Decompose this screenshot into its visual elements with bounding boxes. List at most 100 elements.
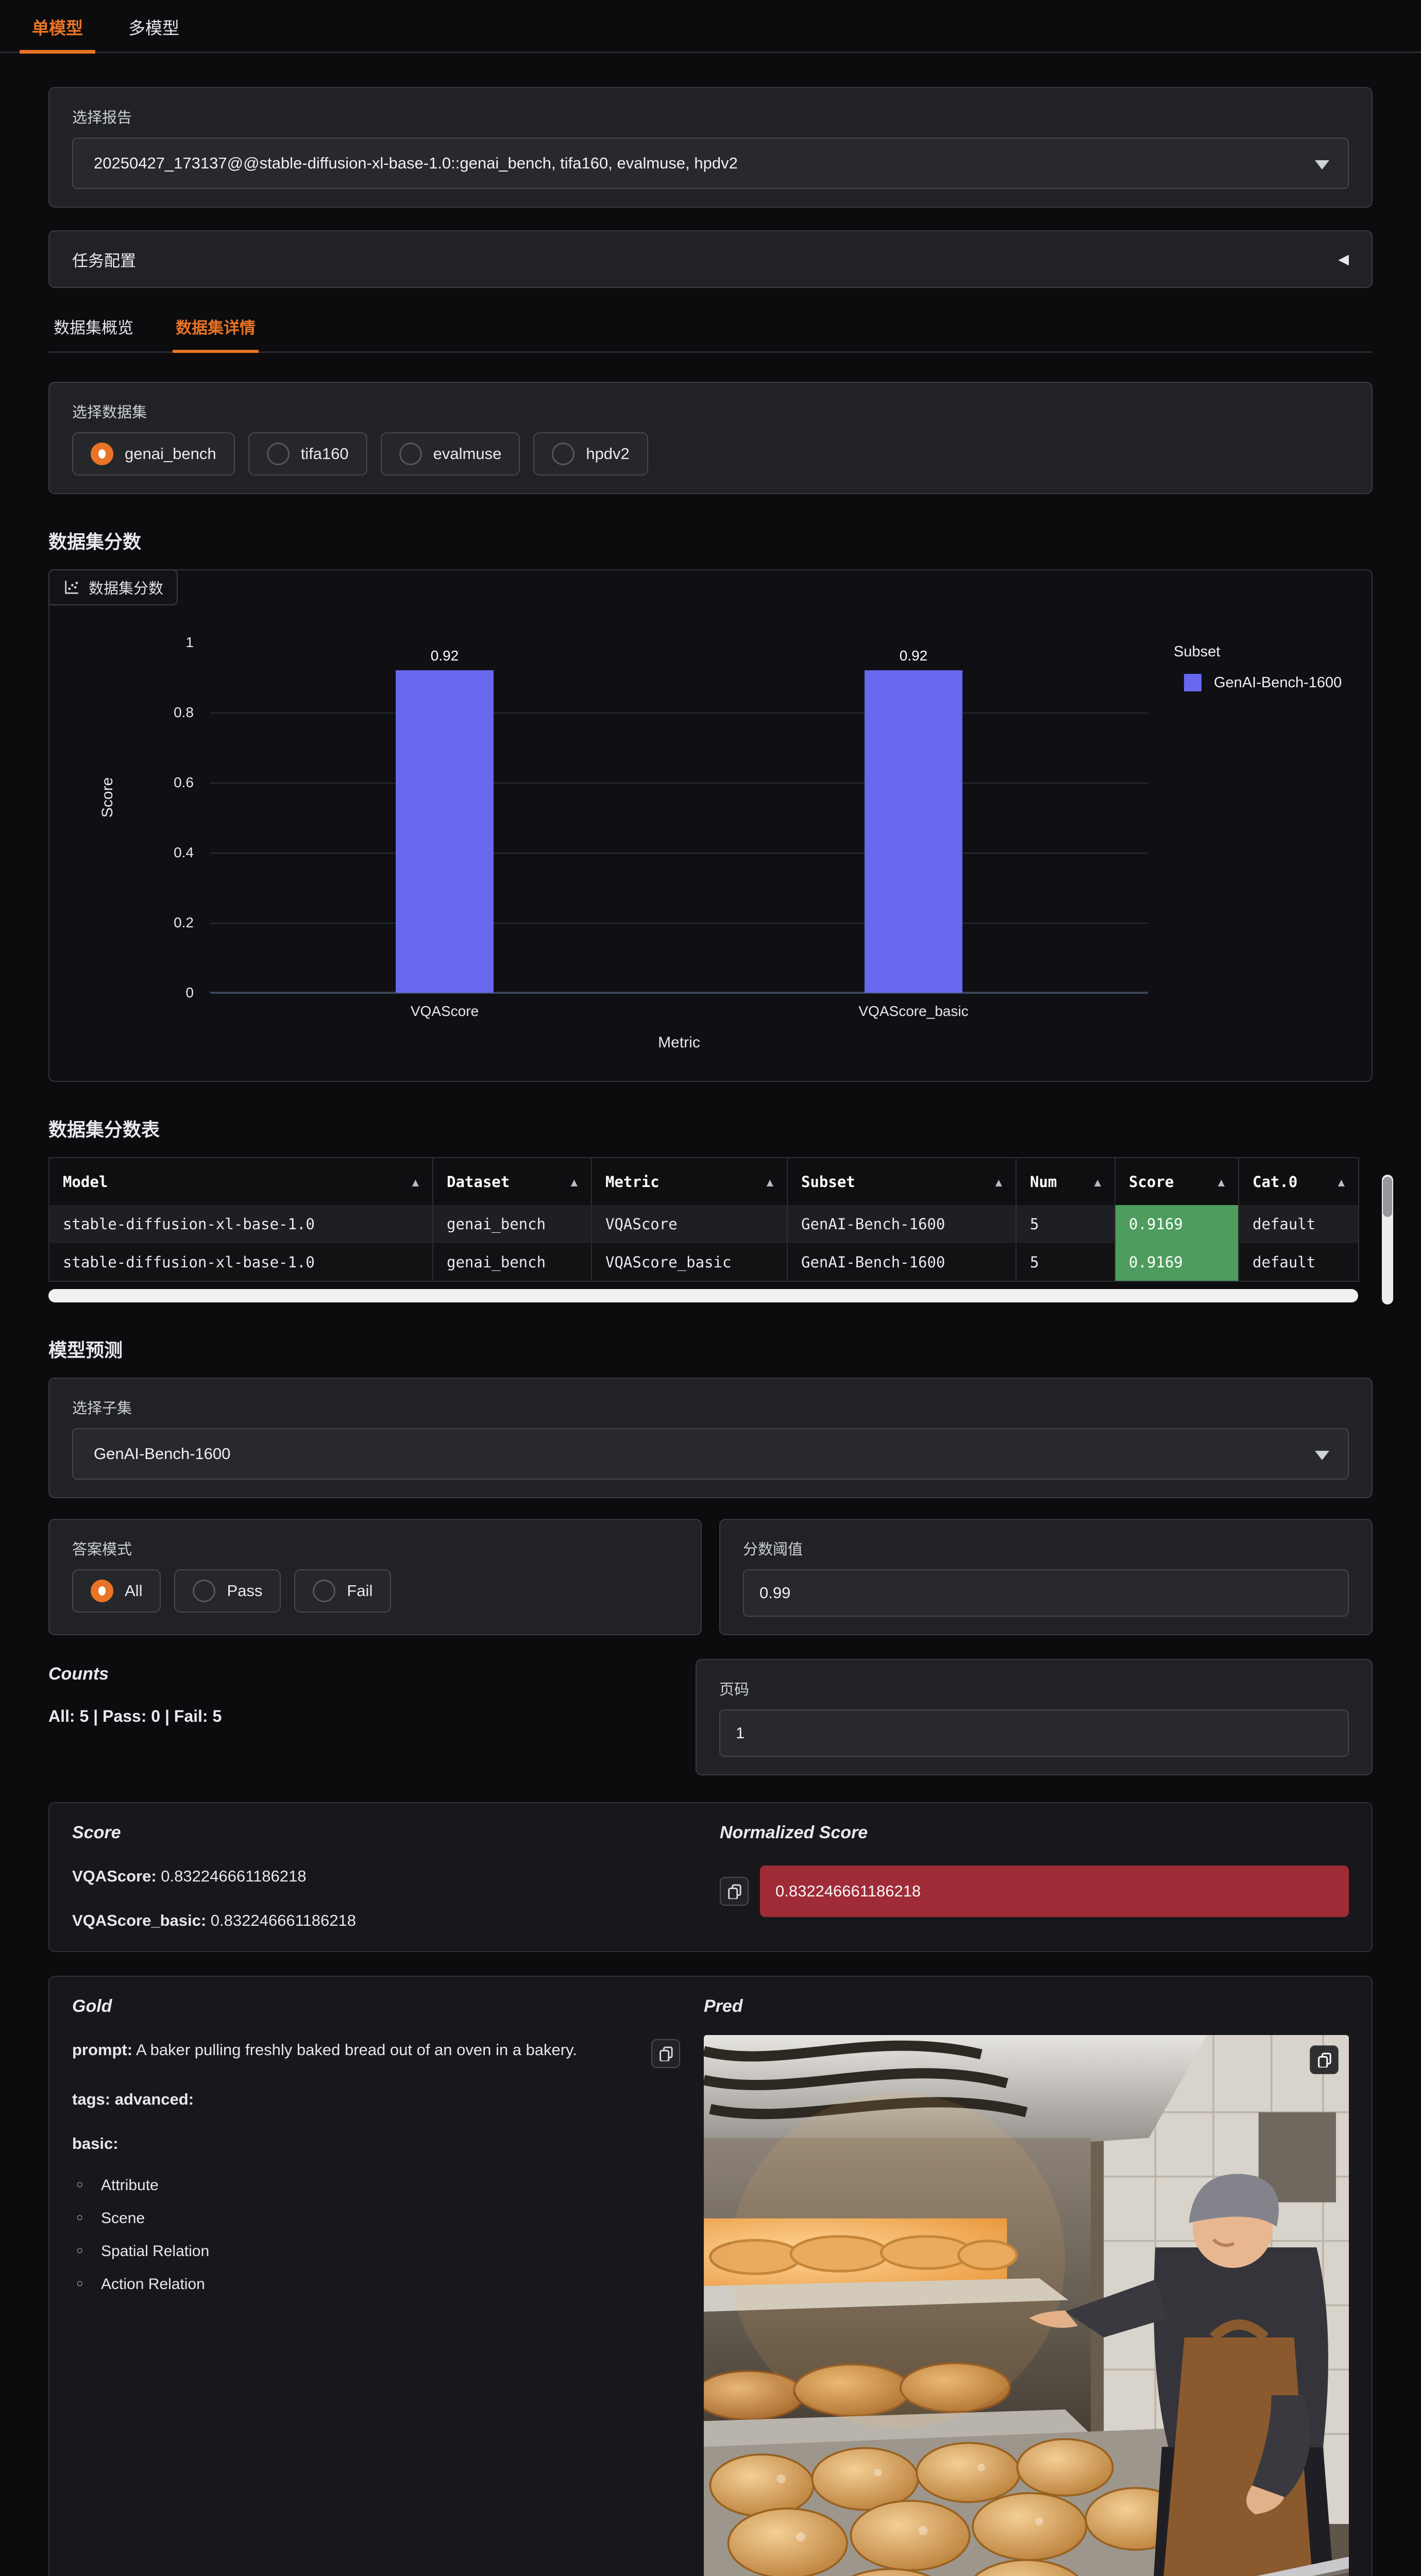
radio-icon xyxy=(313,1580,336,1602)
sort-asc-icon[interactable]: ▲ xyxy=(412,1176,419,1189)
mode-option-pass[interactable]: Pass xyxy=(174,1569,281,1613)
scrollbar-thumb[interactable] xyxy=(1383,1177,1392,1217)
sort-asc-icon[interactable]: ▲ xyxy=(766,1176,773,1189)
normalized-score-pill: 0.832246661186218 xyxy=(760,1866,1349,1917)
col-model[interactable]: ▲ Model xyxy=(48,1158,433,1205)
col-cat0[interactable]: ▲ Cat.0 xyxy=(1238,1158,1359,1205)
sort-asc-icon[interactable]: ▲ xyxy=(1217,1176,1225,1189)
legend-title: Subset xyxy=(1174,643,1221,660)
dataset-select-panel: 选择数据集 genai_bench tifa160 evalmuse hpdv2 xyxy=(48,382,1373,494)
list-item: Action Relation xyxy=(72,2276,680,2293)
counts-block: Counts All: 5 | Pass: 0 | Fail: 5 xyxy=(48,1659,678,1775)
y-tick-label: 0.2 xyxy=(174,914,194,930)
chart-legend: Subset GenAI-Bench-1600 xyxy=(1174,643,1342,691)
radio-icon xyxy=(399,443,422,465)
y-tick-label: 0.6 xyxy=(174,774,194,790)
section-title-model-pred: 模型预测 xyxy=(48,1340,123,1361)
threshold-label: 分数阈值 xyxy=(743,1541,803,1558)
radio-icon xyxy=(193,1580,216,1602)
pred-title: Pred xyxy=(704,1996,743,2016)
copy-button[interactable] xyxy=(720,1877,749,1906)
dataset-option-tifa160[interactable]: tifa160 xyxy=(248,432,367,476)
tab-single-model[interactable]: 单模型 xyxy=(20,11,95,54)
chart-gridline xyxy=(210,923,1148,924)
chevron-down-icon xyxy=(1315,1451,1329,1460)
tab-dataset-detail[interactable]: 数据集详情 xyxy=(173,306,259,353)
task-config-label: 任务配置 xyxy=(72,251,136,270)
sort-asc-icon[interactable]: ▲ xyxy=(1338,1176,1345,1189)
threshold-input[interactable]: 0.99 xyxy=(743,1569,1349,1617)
subset-dropdown-value: GenAI-Bench-1600 xyxy=(94,1445,231,1463)
chart-gridline xyxy=(210,713,1148,714)
radio-icon xyxy=(266,443,290,465)
score-cell: 0.9169 xyxy=(1114,1205,1239,1243)
table-horizontal-scrollbar[interactable] xyxy=(48,1289,1358,1302)
dataset-option-genai-bench[interactable]: genai_bench xyxy=(72,432,235,476)
chart-tab[interactable]: 数据集分数 xyxy=(48,569,178,605)
mode-option-fail[interactable]: Fail xyxy=(294,1569,392,1613)
chart-y-ticks: 1 0.8 0.6 0.4 0.2 0 xyxy=(49,634,202,1001)
page-panel: 页码 1 xyxy=(696,1659,1373,1775)
bakery-photo-illustration xyxy=(704,2035,1349,2576)
score-title: Score xyxy=(72,1823,121,1842)
tab-dataset-overview[interactable]: 数据集概览 xyxy=(54,319,133,337)
dataset-option-hpdv2[interactable]: hpdv2 xyxy=(533,432,648,476)
gold-title: Gold xyxy=(72,1996,112,2016)
dataset-tab-bar: 数据集概览 数据集详情 xyxy=(48,306,1373,353)
top-tab-bar: 单模型 多模型 xyxy=(0,0,1421,54)
sort-asc-icon[interactable]: ▲ xyxy=(570,1176,578,1189)
col-subset[interactable]: ▲ Subset xyxy=(787,1158,1016,1205)
counts-title: Counts xyxy=(48,1664,109,1684)
radio-icon xyxy=(552,443,575,465)
section-title-dataset-score: 数据集分数 xyxy=(48,531,142,552)
radio-icon xyxy=(91,443,113,465)
x-tick-label: VQAScore xyxy=(410,1003,479,1019)
report-dropdown-value: 20250427_173137@@stable-diffusion-xl-bas… xyxy=(94,154,738,172)
col-metric[interactable]: ▲ Metric xyxy=(591,1158,787,1205)
table-vertical-scrollbar[interactable] xyxy=(1382,1175,1393,1304)
bar-VQAScore xyxy=(396,670,494,993)
mode-option-all[interactable]: All xyxy=(72,1569,161,1613)
page-label: 页码 xyxy=(719,1682,750,1698)
section-title-score-table: 数据集分数表 xyxy=(48,1119,160,1140)
dataset-option-evalmuse[interactable]: evalmuse xyxy=(380,432,520,476)
pred-image[interactable] xyxy=(704,2035,1349,2576)
gold-tags-line: tags: advanced: xyxy=(72,2090,194,2108)
gold-tag-list: Attribute Scene Spatial Relation Action … xyxy=(72,2177,680,2293)
report-panel: 选择报告 20250427_173137@@stable-diffusion-x… xyxy=(48,87,1373,208)
legend-entry-label: GenAI-Bench-1600 xyxy=(1214,674,1342,691)
chart-x-axis-line xyxy=(210,992,1148,994)
page-input[interactable]: 1 xyxy=(719,1709,1349,1757)
answer-mode-label: 答案模式 xyxy=(72,1541,132,1558)
chart-plot: 0.92 VQAScore 0.92 VQAScore_basic xyxy=(210,642,1148,1019)
col-score[interactable]: ▲ Score xyxy=(1114,1158,1239,1205)
copy-image-button[interactable] xyxy=(1310,2045,1339,2074)
y-tick-label: 1 xyxy=(185,634,194,650)
gold-prompt: prompt: A baker pulling freshly baked br… xyxy=(72,2040,577,2059)
gold-pred-panel: Gold prompt: A baker pulling freshly bak… xyxy=(48,1975,1373,2576)
normalized-score-title: Normalized Score xyxy=(720,1823,868,1842)
sort-asc-icon[interactable]: ▲ xyxy=(1094,1176,1101,1189)
y-tick-label: 0 xyxy=(185,985,194,1001)
chart-gridline xyxy=(210,853,1148,854)
subset-dropdown[interactable]: GenAI-Bench-1600 xyxy=(72,1428,1349,1480)
sort-asc-icon[interactable]: ▲ xyxy=(995,1176,1002,1189)
threshold-panel: 分数阈值 0.99 xyxy=(719,1519,1373,1635)
col-dataset[interactable]: ▲ Dataset xyxy=(432,1158,591,1205)
bar-value-label: 0.92 xyxy=(899,648,928,664)
col-num[interactable]: ▲ Num xyxy=(1016,1158,1115,1205)
tab-multi-model[interactable]: 多模型 xyxy=(128,19,179,38)
chevron-down-icon xyxy=(1315,160,1329,170)
bar-VQAScore_basic xyxy=(865,670,962,993)
legend-entry: GenAI-Bench-1600 xyxy=(1174,674,1342,691)
report-dropdown[interactable]: 20250427_173137@@stable-diffusion-xl-bas… xyxy=(72,138,1349,189)
pred-block: Pred xyxy=(704,1996,1349,2576)
copy-button[interactable] xyxy=(651,2039,680,2068)
bar-value-label: 0.92 xyxy=(430,648,459,664)
report-label: 选择报告 xyxy=(72,110,132,126)
radio-icon xyxy=(91,1580,113,1602)
table-row: stable-diffusion-xl-base-1.0 genai_bench … xyxy=(48,1243,1359,1281)
y-tick-label: 0.8 xyxy=(174,704,194,720)
dataset-select-label: 选择数据集 xyxy=(72,404,147,421)
task-config-accordion[interactable]: 任务配置 ◀ xyxy=(48,230,1373,288)
